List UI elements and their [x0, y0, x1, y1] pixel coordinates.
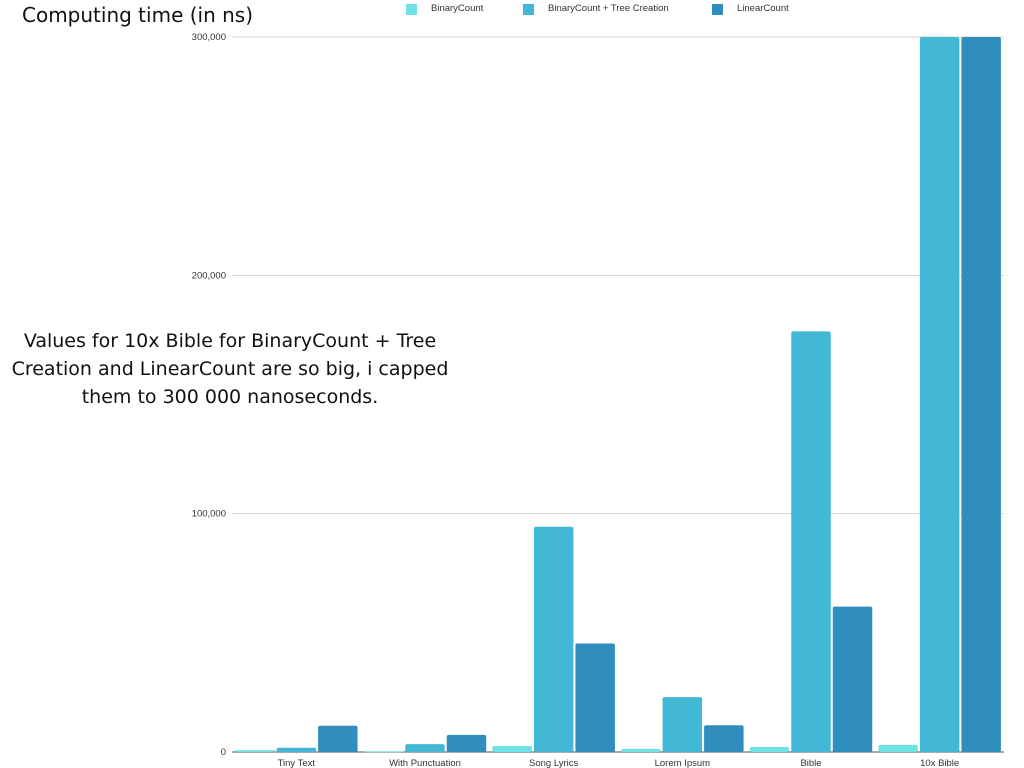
bar	[662, 697, 703, 752]
legend-label-linearcount: LinearCount	[737, 3, 789, 14]
x-tick-label: Lorem Ipsum	[655, 758, 711, 768]
legend-swatch-binarycount	[406, 4, 417, 15]
bar	[961, 37, 1001, 752]
bar	[318, 725, 358, 752]
bar	[832, 606, 873, 752]
legend-swatch-binarycount-tree-creation	[523, 4, 534, 15]
bar	[621, 748, 661, 752]
bar	[492, 746, 532, 752]
legend-swatch-linearcount	[712, 4, 723, 15]
bar	[749, 746, 790, 752]
chart-annotation: Values for 10x Bible for BinaryCount + T…	[11, 330, 449, 408]
bar	[363, 751, 404, 753]
bar	[919, 37, 960, 752]
x-tick-label: Tiny Text	[278, 758, 316, 768]
bar	[235, 750, 275, 752]
bar	[791, 331, 831, 752]
bar	[276, 747, 317, 752]
bar	[446, 734, 487, 752]
y-tick-label: 100,000	[192, 509, 226, 520]
x-tick-label: Song Lyrics	[529, 758, 579, 768]
chart-title: Computing time (in ns)	[22, 3, 254, 27]
y-tick-label: 300,000	[192, 32, 226, 43]
x-tick-label: Bible	[800, 758, 821, 768]
bar	[878, 744, 918, 752]
legend-label-binarycount: BinaryCount	[431, 3, 484, 14]
bar	[533, 526, 574, 752]
bar	[704, 725, 744, 752]
y-tick-label: 0	[221, 747, 226, 758]
x-tick-label: 10x Bible	[920, 758, 959, 768]
bar	[575, 643, 615, 752]
x-tick-label: With Punctuation	[389, 758, 461, 768]
bar	[405, 744, 445, 752]
y-tick-label: 200,000	[192, 270, 226, 281]
legend-label-binarycount-tree-creation: BinaryCount + Tree Creation	[548, 3, 669, 14]
